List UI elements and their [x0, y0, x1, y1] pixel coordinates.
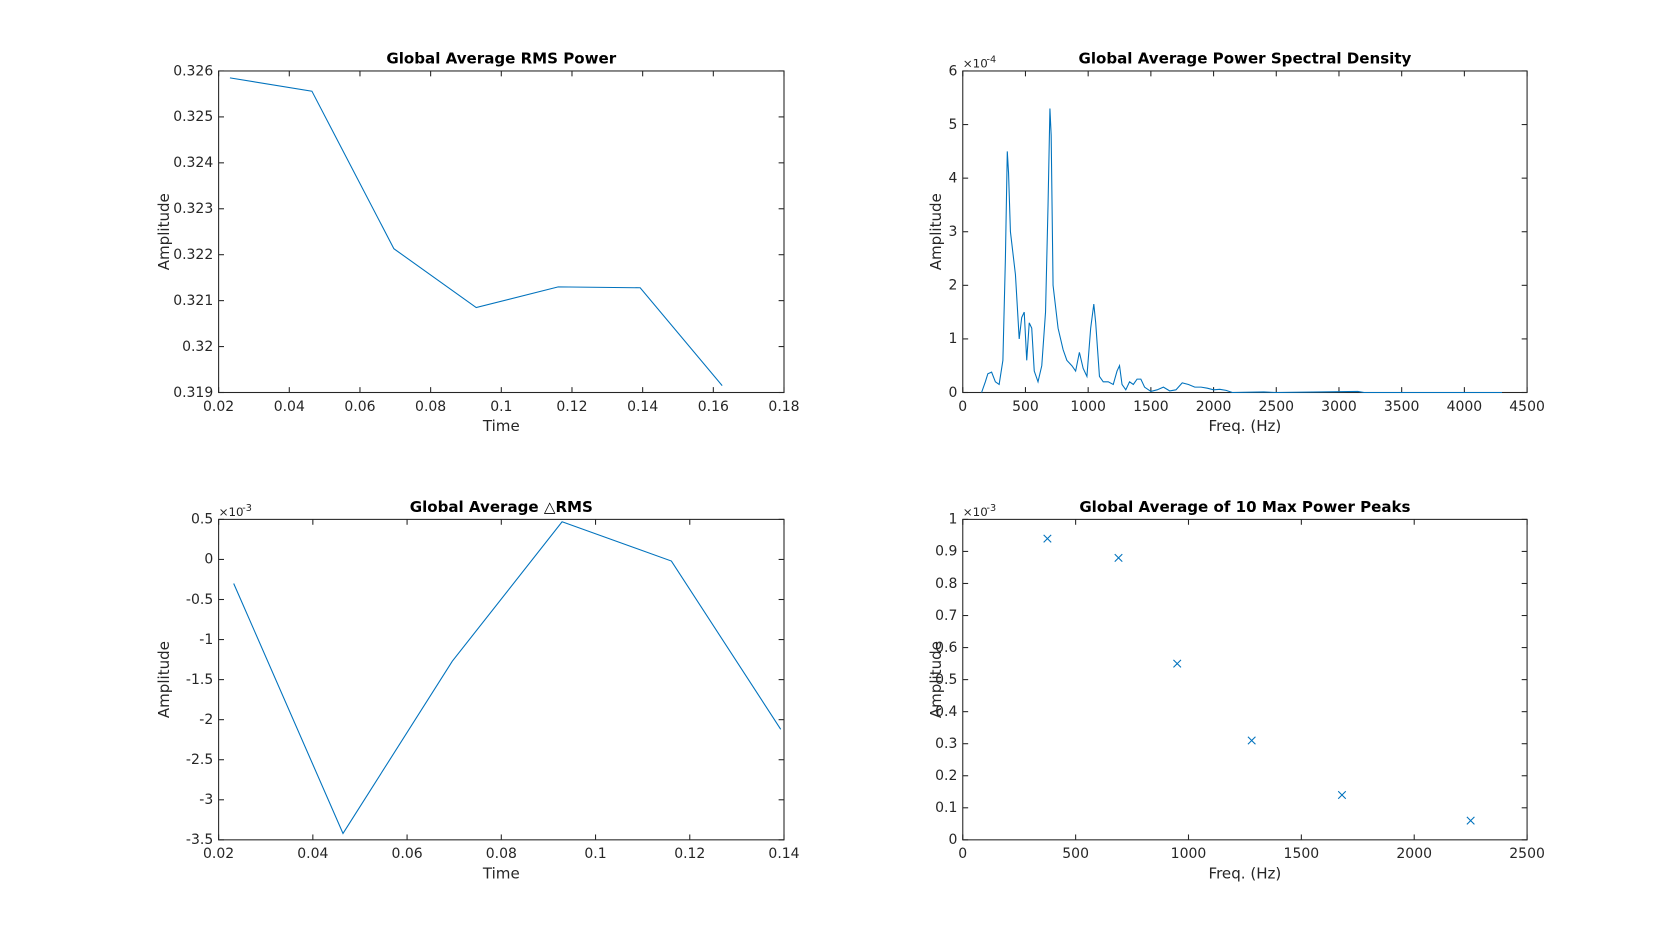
y-tick-label: 4 — [948, 170, 957, 186]
x-axis-label: Freq. (Hz) — [1209, 417, 1282, 435]
x-tick-label: 3000 — [1321, 399, 1357, 415]
y-tick-label: -3 — [199, 792, 213, 808]
x-tick-label: 0.08 — [415, 399, 446, 415]
y-tick-label: 0.5 — [935, 672, 957, 688]
y-axis-label: Amplitude — [927, 193, 945, 270]
x-tick-label: 0 — [958, 846, 967, 862]
y-tick-label: 0.8 — [935, 576, 957, 592]
chart-title: Global Average △RMS — [410, 498, 593, 516]
axes-box — [218, 70, 785, 394]
y-tick-label: 1 — [948, 331, 957, 347]
x-tick-label: 0.14 — [768, 846, 799, 862]
x-tick-label: 500 — [1062, 846, 1089, 862]
x-tick-label: 1500 — [1284, 846, 1320, 862]
chart-title: Global Average Power Spectral Density — [1078, 49, 1411, 67]
y-tick-label: 0.5 — [191, 512, 213, 528]
x-tick-label: 0.06 — [344, 399, 375, 415]
axes-box — [218, 518, 785, 841]
x-tick-label: 0.16 — [698, 399, 729, 415]
x-tick-label: 0.18 — [768, 399, 799, 415]
x-tick-label: 0.06 — [392, 846, 423, 862]
y-scale-exponent: -4 — [986, 54, 996, 65]
x-tick-label: 1500 — [1133, 399, 1169, 415]
y-scale-base: ×10 — [219, 505, 244, 519]
y-tick-label: 0.32 — [182, 339, 213, 355]
x-marker — [1337, 790, 1347, 800]
x-tick-label: 0 — [958, 399, 967, 415]
x-tick-label: 1000 — [1070, 399, 1106, 415]
y-tick-label: 0.2 — [935, 768, 957, 784]
x-tick-label: 2000 — [1396, 846, 1432, 862]
x-axis-label: Time — [482, 865, 520, 883]
x-tick-label: 3500 — [1384, 399, 1420, 415]
y-scale-base: ×10 — [963, 57, 988, 71]
x-tick-label: 0.04 — [297, 846, 328, 862]
x-tick-label: 0.04 — [274, 399, 305, 415]
y-tick-label: 6 — [948, 63, 957, 79]
y-axis-label: Amplitude — [927, 641, 945, 718]
y-scale-base: ×10 — [963, 505, 988, 519]
x-tick-label: 0.1 — [584, 846, 606, 862]
y-tick-label: 0.6 — [935, 640, 957, 656]
y-tick-label: 0.321 — [173, 293, 213, 309]
y-tick-label: 0.324 — [173, 155, 213, 171]
x-marker — [1043, 534, 1052, 543]
axes-box — [962, 518, 1528, 841]
x-tick-label: 2000 — [1196, 399, 1232, 415]
y-tick-label: 0 — [948, 385, 957, 401]
y-tick-label: -0.5 — [186, 592, 213, 608]
y-tick-label: 0.323 — [173, 201, 213, 217]
y-tick-label: 3 — [948, 224, 957, 240]
y-tick-label: 0.1 — [935, 800, 957, 816]
x-tick-label: 0.08 — [486, 846, 517, 862]
y-tick-label: 0.326 — [173, 63, 213, 79]
x-tick-label: 2500 — [1258, 399, 1294, 415]
data-line — [229, 77, 723, 386]
y-tick-label: -2.5 — [186, 752, 213, 768]
y-tick-label: 0 — [948, 832, 957, 848]
chart-title: Global Average RMS Power — [386, 49, 616, 67]
x-marker — [1247, 736, 1256, 745]
y-tick-label: -1.5 — [186, 672, 213, 688]
data-line — [981, 108, 1502, 394]
x-tick-label: 0.14 — [627, 399, 658, 415]
y-scale-exponent: -3 — [986, 503, 996, 514]
chart-title: Global Average of 10 Max Power Peaks — [1079, 498, 1410, 516]
x-marker — [1114, 553, 1123, 562]
y-tick-label: 0.4 — [935, 704, 957, 720]
x-tick-label: 0.12 — [674, 846, 705, 862]
x-tick-label: 4000 — [1447, 399, 1483, 415]
x-marker — [1173, 659, 1182, 668]
x-axis-label: Time — [482, 417, 520, 435]
x-tick-label: 0.1 — [490, 399, 512, 415]
y-axis-label: Amplitude — [155, 193, 173, 270]
y-tick-label: 5 — [948, 117, 957, 133]
x-tick-label: 0.12 — [556, 399, 587, 415]
x-tick-label: 0.02 — [203, 846, 234, 862]
x-tick-label: 0.02 — [203, 399, 234, 415]
x-tick-label: 1000 — [1171, 846, 1207, 862]
x-axis-label: Freq. (Hz) — [1209, 865, 1282, 883]
data-line — [233, 521, 782, 835]
y-scale-exponent: -3 — [242, 503, 252, 514]
x-tick-label: 500 — [1012, 399, 1039, 415]
y-tick-label: 1 — [948, 512, 957, 528]
y-tick-label: -2 — [199, 712, 213, 728]
y-tick-label: -3.5 — [186, 832, 213, 848]
y-tick-label: 0.3 — [935, 736, 957, 752]
y-tick-label: -1 — [199, 632, 213, 648]
y-tick-label: 0.319 — [173, 385, 213, 401]
axes-box — [962, 70, 1528, 394]
y-tick-label: 0 — [204, 552, 213, 568]
x-tick-label: 2500 — [1509, 846, 1545, 862]
y-tick-label: 0.322 — [173, 247, 213, 263]
y-tick-label: 0.325 — [173, 109, 213, 125]
y-tick-label: 0.9 — [935, 544, 957, 560]
y-tick-label: 2 — [948, 278, 957, 294]
y-axis-label: Amplitude — [155, 641, 173, 718]
x-tick-label: 4500 — [1509, 399, 1545, 415]
x-marker — [1466, 816, 1475, 825]
y-tick-label: 0.7 — [935, 608, 957, 624]
